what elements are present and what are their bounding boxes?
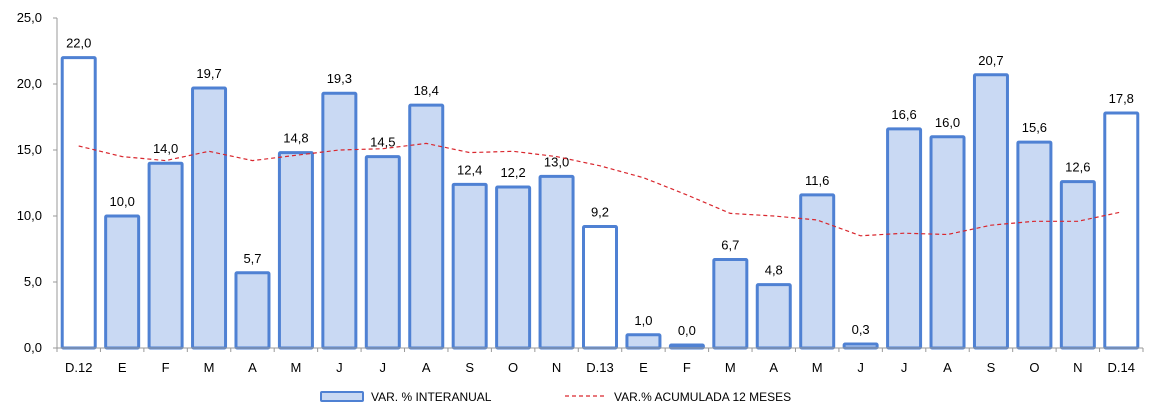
y-tick-label: 5,0 [24, 274, 42, 289]
x-tick-label: M [290, 360, 301, 375]
bar-data-label: 18,4 [414, 83, 439, 98]
x-axis-ticks: D.12 E F M A M J J A S O N D.13 E F M A M J J A S O N D.14 [56, 348, 1144, 375]
x-tick-label: J [901, 360, 908, 375]
bar [191, 86, 228, 350]
bar-data-label: 9,2 [591, 205, 609, 220]
legend-bar-swatch [320, 391, 364, 402]
x-tick-label: F [162, 360, 170, 375]
bar [104, 214, 141, 350]
x-tick-label: M [812, 360, 823, 375]
y-tick-label: 0,0 [24, 340, 42, 355]
bar [495, 185, 532, 350]
bar-data-label: 14,5 [370, 135, 395, 150]
x-tick-label: D.13 [586, 360, 613, 375]
bar-data-label: 4,8 [765, 263, 783, 278]
bar-data-label: 12,6 [1065, 160, 1090, 175]
bar-data-label: 22,0 [66, 36, 91, 51]
bar [842, 342, 879, 350]
x-tick-label: J [380, 360, 387, 375]
x-tick-label: N [552, 360, 561, 375]
bar-data-label: 12,2 [500, 165, 525, 180]
bar [1016, 140, 1053, 350]
bar [408, 103, 445, 350]
bar-data-label: 0,3 [852, 322, 870, 337]
bar-data-label: 19,3 [327, 71, 352, 86]
x-tick-label: A [422, 360, 431, 375]
x-tick-label: M [204, 360, 215, 375]
bar [886, 127, 923, 350]
x-tick-label: S [987, 360, 996, 375]
bar-data-label: 0,0 [678, 323, 696, 338]
bar-data-label: 20,7 [978, 53, 1003, 68]
bar [929, 135, 966, 350]
bar [60, 56, 97, 350]
bar [755, 283, 792, 350]
bar-data-labels: 22,0 10,0 14,0 19,7 5,7 14,8 19,3 14,5 18,4 12,4 1… [66, 36, 1134, 338]
x-tick-label: A [769, 360, 778, 375]
bar-data-label: 5,7 [243, 251, 261, 266]
bar [147, 161, 184, 350]
bar [451, 182, 488, 350]
bar [799, 193, 836, 350]
bar [538, 174, 575, 350]
bar-data-label: 19,7 [196, 66, 221, 81]
bar-data-label: 11,6 [805, 173, 829, 188]
y-tick-label: 15,0 [17, 142, 42, 157]
bar-series [60, 56, 1140, 350]
x-tick-label: O [1029, 360, 1039, 375]
bar [582, 225, 618, 350]
bar [277, 151, 314, 350]
bar-data-label: 15,6 [1022, 120, 1047, 135]
y-axis-ticks: 0,0 5,0 10,0 15,0 20,0 25,0 [17, 10, 57, 355]
bar-data-label: 14,0 [153, 141, 178, 156]
x-tick-label: D.14 [1108, 360, 1135, 375]
x-tick-label: S [465, 360, 474, 375]
bar [712, 258, 749, 350]
x-tick-label: D.12 [65, 360, 92, 375]
bar-data-label: 14,8 [283, 131, 308, 146]
x-tick-label: O [508, 360, 518, 375]
bar [972, 73, 1009, 350]
bar [234, 271, 271, 350]
bar-data-label: 6,7 [721, 238, 739, 253]
bar-data-label: 16,6 [891, 107, 916, 122]
y-tick-label: 10,0 [17, 208, 42, 223]
legend-bar-label: VAR. % INTERANUAL [371, 390, 492, 404]
x-tick-label: E [639, 360, 648, 375]
legend: VAR. % INTERANUAL VAR.% ACUMULADA 12 MES… [320, 390, 791, 404]
bar [1059, 180, 1096, 350]
bar-data-label: 12,4 [457, 162, 482, 177]
x-tick-label: A [943, 360, 952, 375]
x-tick-label: A [248, 360, 257, 375]
bar-data-label: 17,8 [1109, 91, 1134, 106]
x-tick-label: F [683, 360, 691, 375]
x-tick-label: E [118, 360, 127, 375]
bar-data-label: 16,0 [935, 115, 960, 130]
x-tick-label: J [336, 360, 343, 375]
bar-data-label: 10,0 [110, 194, 135, 209]
x-tick-label: M [725, 360, 736, 375]
x-tick-label: N [1073, 360, 1082, 375]
y-tick-label: 20,0 [17, 76, 42, 91]
y-tick-label: 25,0 [17, 10, 42, 25]
x-tick-label: J [857, 360, 864, 375]
bar-data-label: 1,0 [634, 313, 652, 328]
bar [625, 333, 662, 350]
bar [1103, 111, 1140, 350]
legend-line-label: VAR.% ACUMULADA 12 MESES [614, 390, 791, 404]
bar [364, 155, 401, 350]
cumulative-line [78, 142, 1122, 237]
bar [321, 91, 358, 350]
